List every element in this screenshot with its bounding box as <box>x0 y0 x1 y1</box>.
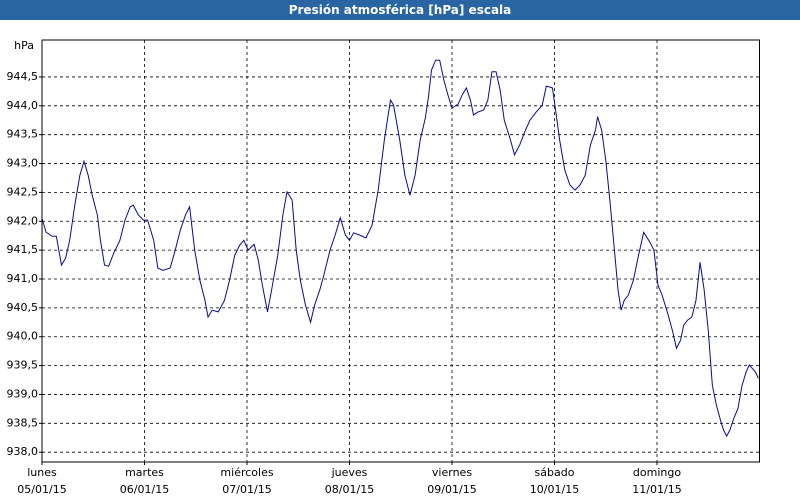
x-tick-date: 11/01/15 <box>632 483 681 496</box>
chart: hPa 938,0 938,5 939,0 939,5 940,0 940,5 941,0 9… <box>7 39 760 496</box>
x-tick-date: 07/01/15 <box>222 483 271 496</box>
y-tick-label: 941,0 <box>7 272 39 285</box>
y-axis-label: hPa <box>14 39 34 52</box>
y-tick-label: 944,5 <box>7 70 39 83</box>
x-tick-date: 05/01/15 <box>17 483 66 496</box>
x-tick-label: miércoles <box>220 466 273 479</box>
y-tick-label: 939,0 <box>7 387 39 400</box>
plot-border <box>41 39 760 463</box>
y-tick-label: 938,0 <box>7 445 39 458</box>
y-tick-label: 939,5 <box>7 359 39 372</box>
x-tick-date: 10/01/15 <box>530 483 579 496</box>
y-tick-label: 941,5 <box>7 243 39 256</box>
data-line <box>41 59 759 438</box>
y-tick-label: 942,0 <box>7 214 39 227</box>
x-tick-label: sábado <box>535 466 575 479</box>
y-tick-label: 943,0 <box>7 157 39 170</box>
x-tick-label: martes <box>125 466 164 479</box>
y-tick-label: 943,5 <box>7 128 39 141</box>
x-tick-label: jueves <box>331 466 368 479</box>
chart-title: Presión atmosférica [hPa] escala <box>0 0 800 20</box>
y-tick-label: 940,5 <box>7 301 39 314</box>
x-tick-label: viernes <box>432 466 472 479</box>
y-tick-label: 938,5 <box>7 416 39 429</box>
x-tick-date: 06/01/15 <box>120 483 169 496</box>
x-tick-label: lunes <box>27 466 57 479</box>
y-tick-label: 940,0 <box>7 330 39 343</box>
x-tick-date: 09/01/15 <box>427 483 476 496</box>
x-tick-date: 08/01/15 <box>325 483 374 496</box>
y-tick-label: 944,0 <box>7 99 39 112</box>
x-tick-label: domingo <box>633 466 681 479</box>
y-tick-label: 942,5 <box>7 185 39 198</box>
